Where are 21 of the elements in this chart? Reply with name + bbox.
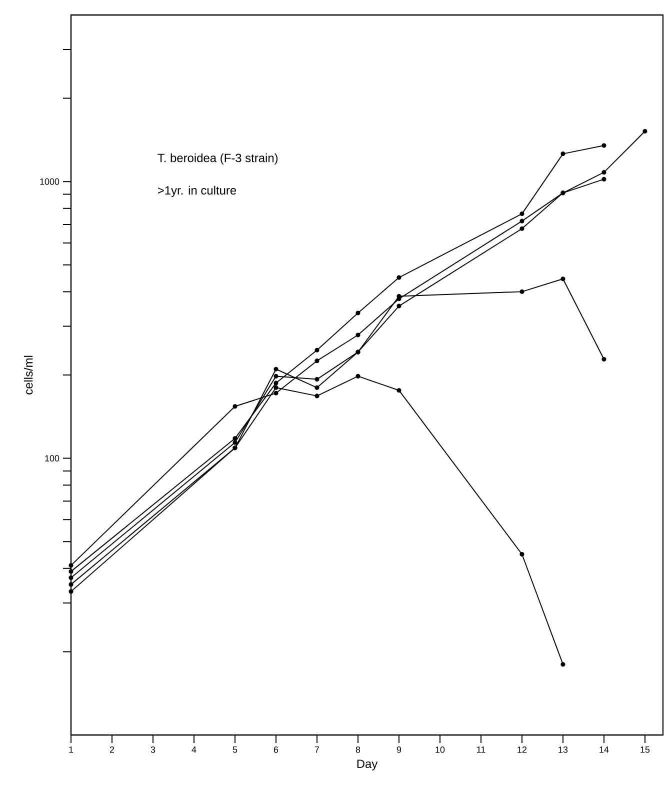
x-tick-label: 5 <box>233 746 238 753</box>
x-tick-label: 6 <box>274 746 278 753</box>
x-tick-label: 2 <box>110 746 114 753</box>
x-tick-label: 9 <box>397 746 402 753</box>
x-tick-label: 7 <box>315 746 320 753</box>
x-tick-label: 14 <box>600 746 609 753</box>
x-tick-label: 1 <box>69 746 74 753</box>
y-tick-label: 1000 <box>40 178 60 185</box>
annotation: >1yr. in culture <box>158 186 236 197</box>
x-tick-label: 11 <box>477 746 486 753</box>
x-tick-label: 13 <box>558 746 568 753</box>
x-axis-title: Day <box>358 760 378 770</box>
x-tick-label: 8 <box>356 746 360 753</box>
y-tick-label: 100 <box>45 455 60 462</box>
x-tick-label: 15 <box>640 746 650 753</box>
annotation: T. beroidea (F-3 strain) <box>158 153 278 165</box>
x-tick-label: 12 <box>518 746 527 753</box>
x-tick-label: 4 <box>192 746 196 753</box>
y-axis-title: cells/ml <box>24 356 33 394</box>
x-tick-label: 10 <box>436 746 445 753</box>
x-tick-label: 3 <box>151 746 156 753</box>
